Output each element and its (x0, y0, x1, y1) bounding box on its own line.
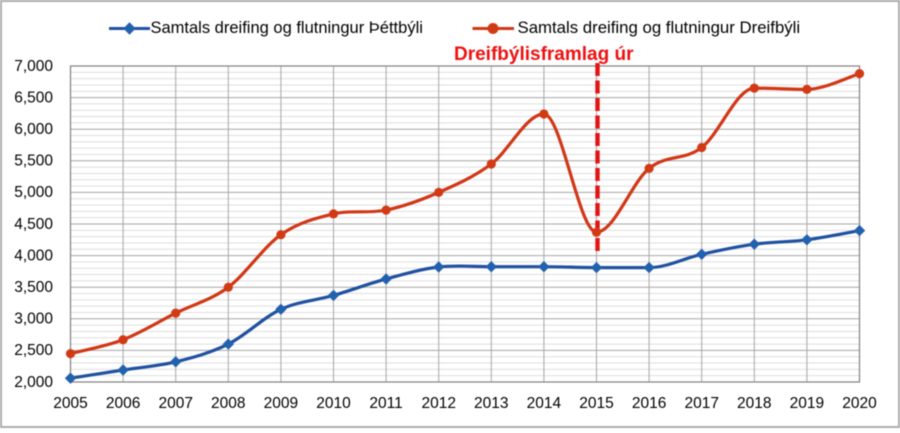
svg-text:2,500: 2,500 (14, 342, 53, 359)
svg-text:6,500: 6,500 (14, 89, 53, 106)
svg-text:Samtals dreifing og flutningur: Samtals dreifing og flutningur Dreifbýli (518, 18, 801, 37)
svg-text:2013: 2013 (474, 395, 508, 412)
svg-text:2019: 2019 (790, 395, 824, 412)
svg-text:3,500: 3,500 (14, 279, 53, 296)
svg-text:Dreifbýlisframlag úr: Dreifbýlisframlag úr (454, 44, 634, 65)
svg-text:3,000: 3,000 (14, 311, 53, 328)
svg-text:2006: 2006 (106, 395, 140, 412)
svg-text:2010: 2010 (316, 395, 351, 412)
svg-text:2012: 2012 (421, 395, 455, 412)
svg-text:4,000: 4,000 (14, 247, 53, 264)
svg-text:Samtals dreifing og flutningur: Samtals dreifing og flutningur Þéttbýli (151, 19, 423, 37)
svg-text:2011: 2011 (369, 395, 402, 412)
svg-text:2009: 2009 (264, 395, 298, 412)
svg-text:2018: 2018 (737, 395, 771, 412)
svg-text:2017: 2017 (684, 395, 718, 412)
svg-text:6,000: 6,000 (14, 121, 53, 138)
svg-text:2016: 2016 (632, 395, 666, 412)
svg-text:2020: 2020 (842, 395, 877, 412)
svg-text:2014: 2014 (527, 395, 562, 412)
svg-text:5,500: 5,500 (14, 153, 53, 170)
svg-text:5,000: 5,000 (14, 184, 53, 201)
svg-text:2005: 2005 (53, 395, 87, 412)
svg-text:2008: 2008 (211, 395, 245, 412)
svg-text:2015: 2015 (579, 395, 613, 412)
svg-text:4,500: 4,500 (14, 216, 53, 233)
svg-text:2007: 2007 (158, 395, 192, 412)
svg-text:7,000: 7,000 (14, 58, 53, 75)
svg-text:2,000: 2,000 (14, 374, 53, 391)
